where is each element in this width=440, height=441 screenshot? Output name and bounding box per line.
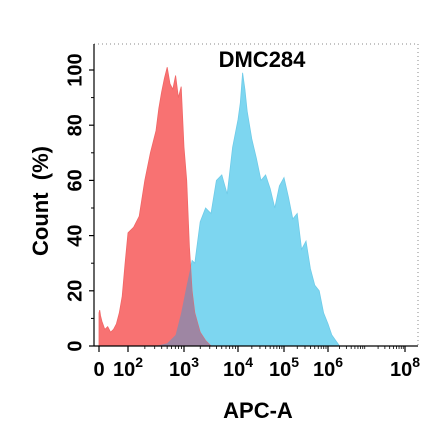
y-tick-label: 60 [64,169,86,191]
x-tick-label: 103 [169,354,199,381]
x-tick-label: 104 [223,354,253,381]
series-sample-area [155,72,341,346]
y-tick-label: 40 [64,224,86,246]
series-control-area [98,67,212,346]
x-tick-label: 106 [313,354,343,381]
x-tick-label: 102 [113,354,143,381]
x-tick-label: 0 [93,359,104,381]
chart-title: DMC284 [219,47,307,72]
y-tick-label: 20 [64,280,86,302]
y-tick-label: 100 [64,53,86,86]
x-tick-label: 108 [390,354,420,381]
y-tick-label: 80 [64,114,86,136]
x-axis-title: APC-A [223,398,293,423]
y-axis-title: Count (%) [28,146,53,256]
x-tick-label: 105 [269,354,299,381]
y-tick-label: 0 [64,340,86,351]
